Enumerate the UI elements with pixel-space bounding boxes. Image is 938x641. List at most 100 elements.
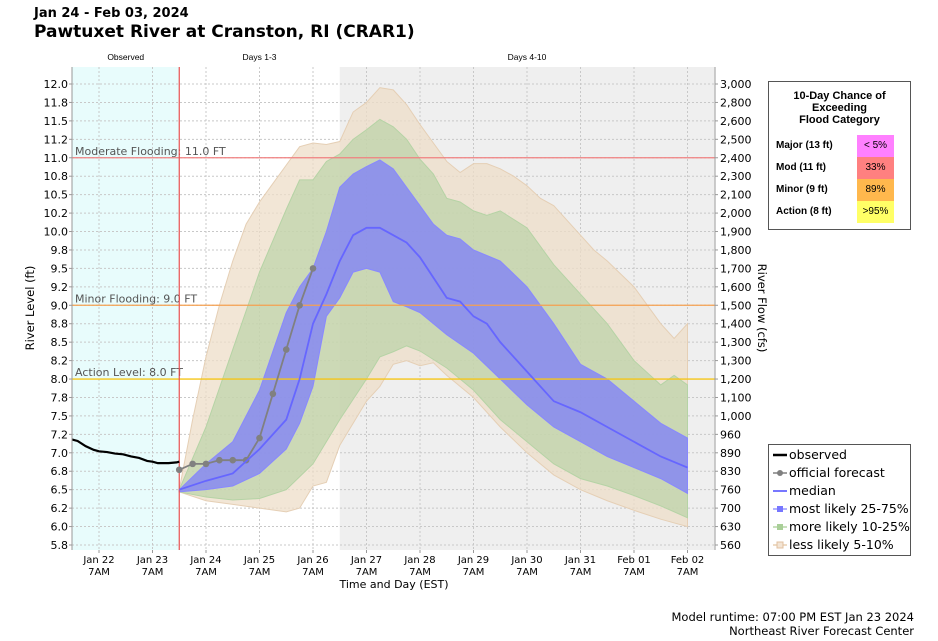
threshold-label: Minor Flooding: 9.0 FT bbox=[75, 292, 197, 305]
y-tick-label-left: 9.2 bbox=[51, 281, 69, 294]
y-tick-label-left: 8.0 bbox=[51, 373, 69, 386]
x-tick-sublabel: 7AM bbox=[302, 567, 324, 578]
x-tick-sublabel: 7AM bbox=[409, 567, 431, 578]
x-tick-sublabel: 7AM bbox=[356, 567, 378, 578]
y-tick-label-left: 6.2 bbox=[51, 502, 69, 515]
forecast-point bbox=[282, 346, 290, 353]
observed-line-icon bbox=[773, 453, 787, 457]
forecast-point bbox=[202, 460, 210, 468]
x-tick-label: Jan 29 bbox=[457, 555, 489, 566]
x-tick-label: Jan 24 bbox=[189, 555, 221, 566]
y-tick-label-left: 10.5 bbox=[44, 189, 69, 202]
y-tick-label-right: 2,100 bbox=[720, 189, 752, 202]
exceedance-value: 33% bbox=[857, 157, 894, 179]
y-tick-label-right: 1,100 bbox=[720, 391, 752, 404]
forecast-marker-icon bbox=[773, 470, 787, 476]
y-tick-label-right: 700 bbox=[720, 502, 741, 515]
y-tick-label-left: 8.2 bbox=[51, 355, 69, 368]
legend-label: observed bbox=[789, 447, 847, 462]
y-tick-label-left: 6.8 bbox=[51, 465, 69, 478]
legend-label: most likely 25-75% bbox=[789, 501, 909, 516]
forecast-point bbox=[296, 301, 303, 309]
exceedance-row-minor: Minor (9 ft) 89% bbox=[769, 179, 910, 201]
chart-legend: observed official forecast median most l… bbox=[768, 444, 911, 556]
legend-item-median: median bbox=[773, 482, 836, 500]
y-tick-label-right: 1,200 bbox=[720, 373, 752, 386]
y-tick-label-right: 960 bbox=[720, 428, 741, 441]
legend-item-more-likely: more likely 10-25% bbox=[773, 518, 910, 536]
exceedance-title-line: Flood Category bbox=[799, 114, 880, 126]
y-tick-label-right: 1,600 bbox=[720, 281, 752, 294]
exceedance-title: 10-Day Chance of Exceeding Flood Categor… bbox=[769, 90, 910, 126]
y-tick-label-left: 7.8 bbox=[51, 391, 69, 404]
y-tick-label-right: 1,700 bbox=[720, 262, 752, 275]
x-tick-sublabel: 7AM bbox=[463, 567, 485, 578]
exceedance-label: Action (8 ft) bbox=[776, 206, 832, 217]
exceedance-value: < 5% bbox=[857, 135, 894, 157]
x-tick-label: Jan 28 bbox=[403, 555, 435, 566]
y-tick-label-left: 7.2 bbox=[51, 428, 69, 441]
y-tick-label-left: 6.5 bbox=[51, 484, 69, 497]
exceedance-row-moderate: Mod (11 ft) 33% bbox=[769, 157, 910, 179]
y-tick-label-left: 5.8 bbox=[51, 539, 69, 552]
y-tick-label-left: 11.5 bbox=[44, 115, 69, 128]
y-tick-label-right: 630 bbox=[720, 521, 741, 534]
exceedance-row-action: Action (8 ft) >95% bbox=[769, 201, 910, 223]
exceedance-label: Mod (11 ft) bbox=[776, 162, 826, 173]
legend-label: median bbox=[789, 483, 836, 498]
y-tick-label-left: 10.0 bbox=[44, 226, 69, 239]
y-tick-label-right: 2,800 bbox=[720, 96, 752, 109]
x-tick-label: Feb 02 bbox=[671, 555, 705, 566]
y-tick-label-right: 1,300 bbox=[720, 336, 752, 349]
forecast-point bbox=[269, 390, 277, 398]
x-tick-sublabel: 7AM bbox=[88, 567, 110, 578]
x-tick-sublabel: 7AM bbox=[195, 567, 217, 578]
legend-label: more likely 10-25% bbox=[789, 519, 910, 534]
y-tick-label-right: 1,900 bbox=[720, 226, 752, 239]
median-line-icon bbox=[773, 490, 787, 492]
x-tick-label: Jan 25 bbox=[243, 555, 275, 566]
y-tick-label-left: 11.2 bbox=[44, 133, 69, 146]
forecast-point bbox=[189, 460, 196, 468]
x-tick-sublabel: 7AM bbox=[570, 567, 592, 578]
legend-label: official forecast bbox=[789, 465, 885, 480]
probability-bands bbox=[178, 87, 688, 528]
y-tick-label-right: 3,000 bbox=[720, 78, 752, 91]
more-likely-swatch-icon bbox=[773, 524, 787, 530]
y-tick-label-right: 2,400 bbox=[720, 152, 752, 165]
date-range: Jan 24 - Feb 03, 2024 bbox=[34, 6, 189, 21]
y-tick-label-left: 7.5 bbox=[51, 410, 69, 423]
y-tick-label-left: 8.5 bbox=[51, 336, 69, 349]
exceedance-label: Major (13 ft) bbox=[776, 140, 833, 151]
y-tick-label-left: 7.0 bbox=[51, 447, 69, 460]
x-tick-sublabel: 7AM bbox=[623, 567, 645, 578]
forecast-point bbox=[309, 265, 317, 272]
exceedance-title-line: 10-Day Chance of bbox=[793, 90, 886, 102]
band-most-likely-25-75- bbox=[178, 159, 688, 495]
y-tick-label-right: 830 bbox=[720, 465, 741, 478]
forecast-point bbox=[175, 466, 183, 474]
y-tick-label-left: 11.0 bbox=[44, 152, 69, 165]
y-tick-label-left: 9.8 bbox=[51, 244, 69, 257]
y-axis-label-right: River Flow (cfs) bbox=[755, 264, 769, 353]
legend-item-observed: observed bbox=[773, 446, 847, 464]
y-tick-label-right: 560 bbox=[720, 539, 741, 552]
model-runtime: Model runtime: 07:00 PM EST Jan 23 2024 bbox=[671, 610, 915, 624]
y-tick-label-right: 2,600 bbox=[720, 115, 752, 128]
period-label: Days 1-3 bbox=[242, 52, 276, 62]
x-tick-label: Jan 22 bbox=[82, 555, 114, 566]
y-tick-label-right: 1,400 bbox=[720, 318, 752, 331]
exceedance-chance-table: 10-Day Chance of Exceeding Flood Categor… bbox=[768, 81, 911, 230]
period-label: Days 4-10 bbox=[508, 52, 547, 62]
y-tick-label-left: 6.0 bbox=[51, 521, 69, 534]
y-tick-label-right: 1,300 bbox=[720, 355, 752, 368]
exceedance-row-major: Major (13 ft) < 5% bbox=[769, 135, 910, 157]
y-tick-label-left: 11.8 bbox=[44, 96, 69, 109]
x-tick-label: Jan 31 bbox=[564, 555, 596, 566]
x-axis-label: Time and Day (EST) bbox=[338, 578, 448, 591]
x-tick-sublabel: 7AM bbox=[677, 567, 699, 578]
legend-item-official-forecast: official forecast bbox=[773, 464, 885, 482]
exceedance-value: >95% bbox=[857, 201, 894, 223]
chart-title: Pawtuxet River at Cranston, RI (CRAR1) bbox=[34, 22, 415, 42]
